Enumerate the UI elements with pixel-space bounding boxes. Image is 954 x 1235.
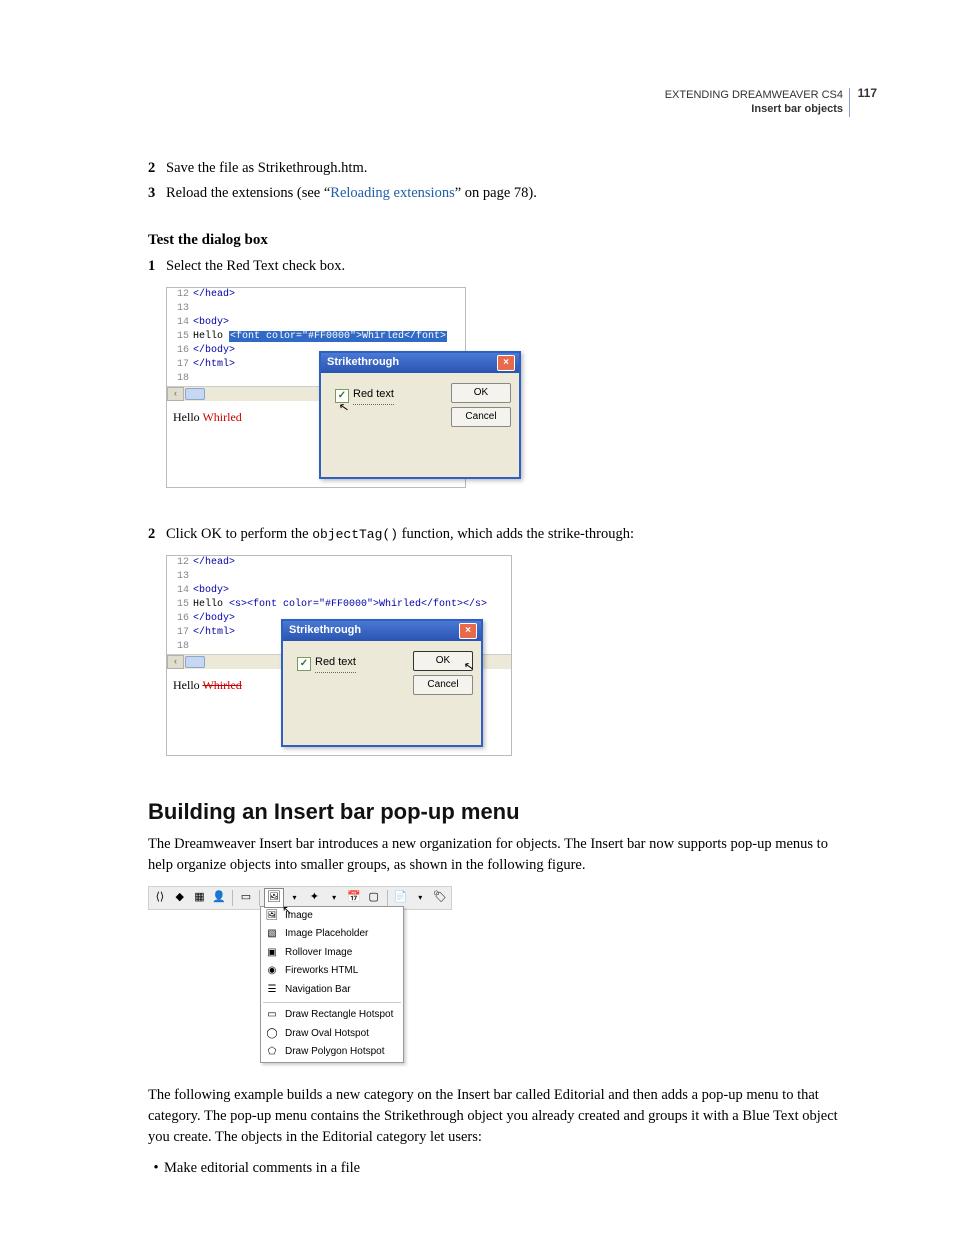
scroll-left-icon[interactable]: ‹	[167, 655, 184, 669]
step-c2: 2 Click OK to perform the objectTag() fu…	[148, 524, 850, 545]
strikethrough-dialog: Strikethrough × ✓ Red text OK ↖ Cancel	[281, 619, 483, 747]
tb-icon[interactable]: 👤	[210, 889, 228, 907]
tb-icon[interactable]: 📅	[345, 889, 363, 907]
cursor-icon: ↖	[463, 658, 476, 677]
subhead-test-dialog: Test the dialog box	[148, 230, 850, 252]
red-text-label: Red text	[353, 387, 394, 405]
section-p1: The Dreamweaver Insert bar introduces a …	[148, 834, 850, 876]
step-b1: 1 Select the Red Text check box.	[148, 256, 850, 277]
tb-image-menu-icon[interactable]: 🖼	[264, 888, 284, 908]
menu-item-navigation-bar[interactable]: ☰Navigation Bar	[261, 981, 403, 1000]
insert-bar: ⟨⟩ ◆ ▦ 👤 ▭ 🖼 ▾ ✦ ▾ 📅 ▢ 📄 ▾ 🏷	[148, 886, 452, 910]
dialog-title: Strikethrough	[289, 623, 361, 639]
cancel-button[interactable]: Cancel	[413, 675, 473, 695]
page-header: 117 EXTENDING DREAMWEAVER CS4 Insert bar…	[665, 88, 850, 117]
tb-icon[interactable]: ◆	[171, 889, 189, 907]
page-number: 117	[858, 86, 877, 102]
tb-icon[interactable]: ▢	[365, 889, 383, 907]
ok-button[interactable]: OK ↖	[413, 651, 473, 671]
dropdown-icon[interactable]: ▾	[325, 889, 343, 907]
close-icon[interactable]: ×	[459, 623, 477, 639]
dropdown-icon[interactable]: ▾	[411, 889, 429, 907]
separator	[232, 890, 233, 906]
bullet-1: • Make editorial comments in a file	[148, 1158, 850, 1179]
tb-icon[interactable]: 📄	[392, 889, 410, 907]
tb-icon[interactable]: 🏷	[431, 889, 449, 907]
tb-icon[interactable]: ⟨⟩	[151, 889, 169, 907]
popup-menu: 🖼Image ▧Image Placeholder ▣Rollover Imag…	[260, 906, 404, 1063]
section-heading: Building an Insert bar pop-up menu	[148, 796, 850, 828]
menu-item-draw-polygon-hotspot[interactable]: ⬠Draw Polygon Hotspot	[261, 1043, 403, 1062]
red-text-label: Red text	[315, 655, 356, 673]
figure-dialog-after: 12</head> 13 14<body> 15Hello <s><font c…	[166, 555, 512, 756]
tb-icon[interactable]: ✦	[305, 889, 323, 907]
cursor-icon: ↖	[282, 902, 292, 919]
menu-item-fireworks-html[interactable]: ◉Fireworks HTML	[261, 962, 403, 981]
menu-item-image-placeholder[interactable]: ▧Image Placeholder	[261, 925, 403, 944]
scroll-thumb[interactable]	[185, 656, 205, 668]
step-3: 3 Reload the extensions (see “Reloading …	[148, 183, 850, 204]
scroll-left-icon[interactable]: ‹	[167, 387, 184, 401]
menu-separator	[263, 1002, 401, 1003]
strikethrough-dialog: Strikethrough × ✓ Red text ↖ OK Cancel	[319, 351, 521, 479]
section-p2: The following example builds a new categ…	[148, 1085, 850, 1148]
scroll-thumb[interactable]	[185, 388, 205, 400]
menu-item-rollover-image[interactable]: ▣Rollover Image	[261, 944, 403, 963]
separator	[387, 890, 388, 906]
red-text-checkbox[interactable]: ✓	[297, 657, 311, 671]
separator	[259, 890, 260, 906]
menu-item-draw-rectangle-hotspot[interactable]: ▭Draw Rectangle Hotspot	[261, 1006, 403, 1025]
close-icon[interactable]: ×	[497, 355, 515, 371]
section-title: Insert bar objects	[665, 102, 843, 116]
figure-dialog-before: 12</head> 13 14<body> 15Hello <font colo…	[166, 287, 466, 488]
step-2: 2 Save the file as Strikethrough.htm.	[148, 158, 850, 179]
ok-button[interactable]: OK	[451, 383, 511, 403]
code-objecttag: objectTag()	[312, 527, 398, 542]
figure-insert-bar: ⟨⟩ ◆ ▦ 👤 ▭ 🖼 ▾ ✦ ▾ 📅 ▢ 📄 ▾ 🏷 ↖	[148, 886, 850, 1063]
book-title: EXTENDING DREAMWEAVER CS4	[665, 88, 843, 102]
reloading-extensions-link[interactable]: Reloading extensions	[330, 185, 454, 201]
menu-item-draw-oval-hotspot[interactable]: ◯Draw Oval Hotspot	[261, 1025, 403, 1044]
cancel-button[interactable]: Cancel	[451, 407, 511, 427]
dialog-title: Strikethrough	[327, 355, 399, 371]
tb-icon[interactable]: ▦	[191, 889, 209, 907]
tb-icon[interactable]: ▭	[237, 889, 255, 907]
